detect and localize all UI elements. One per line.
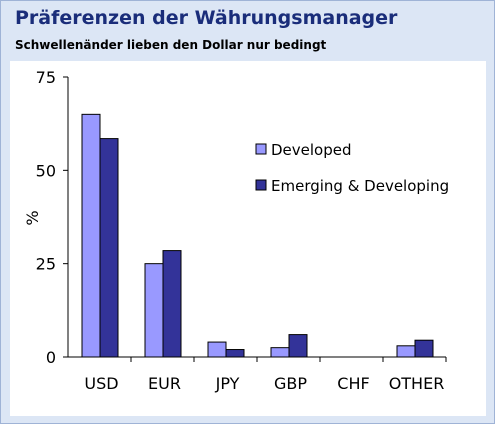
x-tick-label: JPY xyxy=(215,374,240,393)
x-tick-label: OTHER xyxy=(389,374,445,393)
bar-jpy-emerging xyxy=(225,349,245,358)
bar-gbp-emerging xyxy=(288,334,308,358)
legend-label: Developed xyxy=(271,141,352,159)
bar-jpy-developed xyxy=(207,341,227,358)
y-tick-label: 50 xyxy=(36,161,56,180)
y-axis-label: % xyxy=(23,210,42,225)
x-tick-label: CHF xyxy=(337,374,369,393)
x-tick-label: EUR xyxy=(148,374,181,393)
x-tick-label: USD xyxy=(84,374,118,393)
bar-other-developed xyxy=(396,345,416,358)
y-ticks-group: 0 25 50 75 xyxy=(36,68,68,367)
y-tick-label: 75 xyxy=(36,68,56,87)
y-tick-label: 25 xyxy=(36,255,56,274)
legend: Developed Emerging & Developing xyxy=(255,141,449,195)
legend-swatch xyxy=(255,179,267,191)
x-tick-label: GBP xyxy=(274,374,307,393)
bar-eur-developed xyxy=(144,263,164,358)
bar-usd-developed xyxy=(81,113,101,358)
bar-eur-emerging xyxy=(162,250,182,358)
bar-other-emerging xyxy=(414,339,434,358)
x-ticks-group: USD EUR JPY GBP CHF OTHER xyxy=(84,357,447,393)
axes-group xyxy=(67,77,446,358)
legend-swatch xyxy=(255,143,267,155)
chart-subtitle: Schwellenänder lieben den Dollar nur bed… xyxy=(15,38,327,52)
chart-title: Präferenzen der Währungsmanager xyxy=(15,7,398,29)
bar-gbp-developed xyxy=(270,347,290,358)
bar-usd-emerging xyxy=(99,138,119,358)
y-tick-label: 0 xyxy=(46,348,56,367)
legend-label: Emerging & Developing xyxy=(271,177,449,195)
